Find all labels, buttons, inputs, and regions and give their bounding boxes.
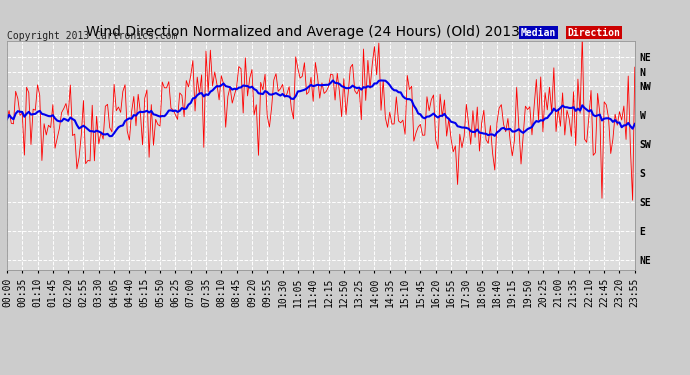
Text: Direction: Direction [567,28,620,38]
Text: Median: Median [521,28,556,38]
Text: Copyright 2013 Cartronics.com: Copyright 2013 Cartronics.com [7,32,177,41]
Title: Wind Direction Normalized and Average (24 Hours) (Old) 20131211: Wind Direction Normalized and Average (2… [86,25,555,39]
